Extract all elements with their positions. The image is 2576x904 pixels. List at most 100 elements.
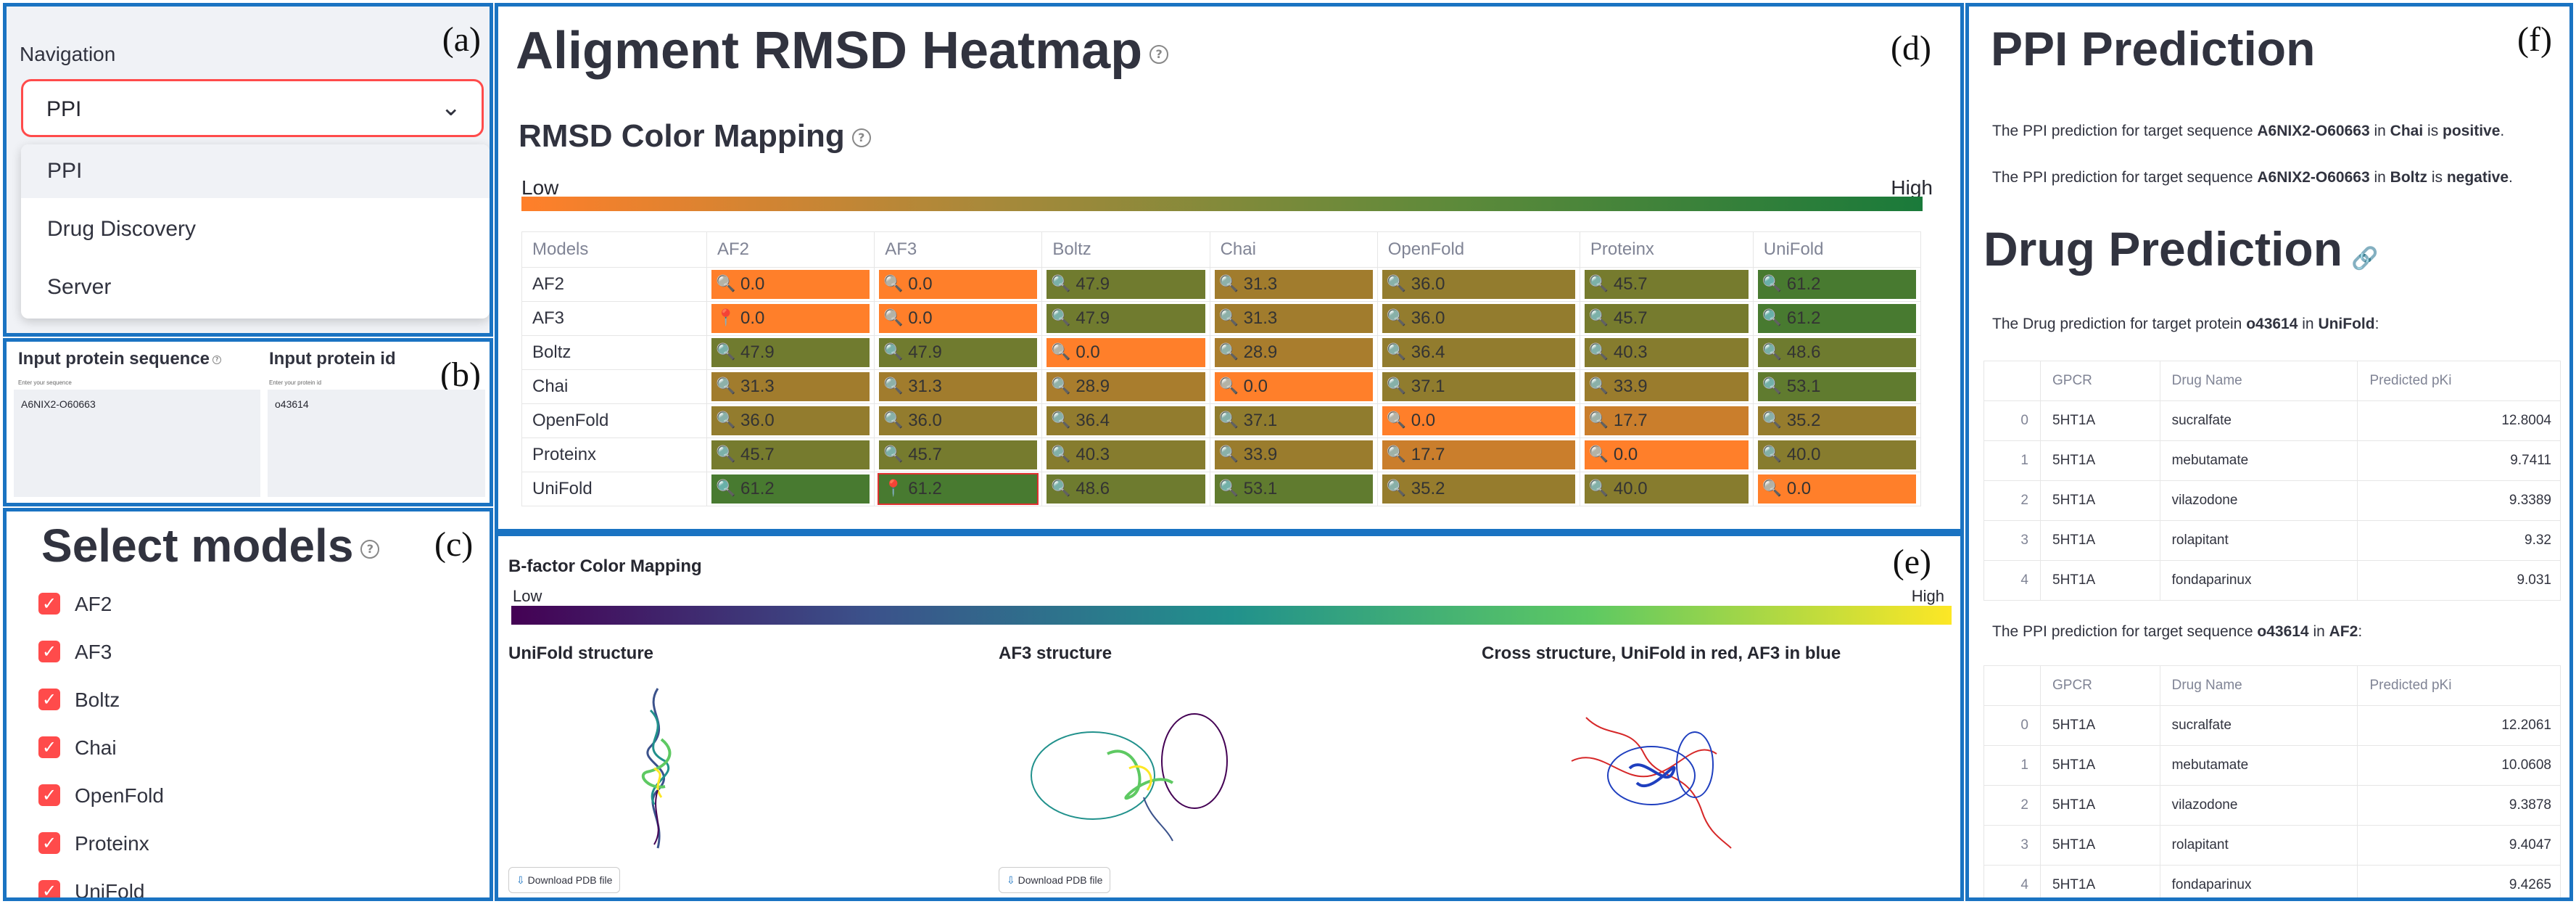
magnifier-icon[interactable]: 🔍: [1762, 411, 1783, 430]
rmsd-cell[interactable]: 🔍 48.6: [1752, 335, 1922, 370]
navigation-select[interactable]: PPI ⌄: [21, 79, 484, 137]
magnifier-icon[interactable]: 🔍: [1762, 309, 1783, 327]
rmsd-cell[interactable]: 🔍 53.1: [1752, 369, 1922, 404]
rmsd-cell[interactable]: 🔍 45.7: [1579, 267, 1754, 302]
magnifier-icon[interactable]: 🔍: [883, 377, 904, 395]
rmsd-cell[interactable]: 🔍 37.1: [1209, 403, 1378, 438]
rmsd-cell[interactable]: 🔍 17.7: [1579, 403, 1754, 438]
pin-icon[interactable]: 📍: [883, 480, 904, 498]
rmsd-cell[interactable]: 🔍 36.0: [874, 403, 1043, 438]
magnifier-icon[interactable]: 🔍: [1051, 480, 1071, 498]
magnifier-icon[interactable]: 🔍: [1218, 343, 1239, 361]
magnifier-icon[interactable]: 🔍: [1762, 377, 1783, 395]
rmsd-column-header[interactable]: Chai: [1209, 231, 1378, 268]
sequence-input[interactable]: A6NIX2-O60663: [14, 390, 260, 497]
rmsd-cell[interactable]: 📍 0.0: [706, 301, 875, 336]
magnifier-icon[interactable]: 🔍: [1386, 343, 1407, 361]
magnifier-icon[interactable]: 🔍: [1588, 343, 1609, 361]
rmsd-cell[interactable]: 🔍 31.3: [874, 369, 1043, 404]
magnifier-icon[interactable]: 🔍: [1762, 343, 1783, 361]
magnifier-icon[interactable]: 🔍: [1051, 343, 1071, 361]
magnifier-icon[interactable]: 🔍: [883, 275, 904, 293]
rmsd-column-header[interactable]: Proteinx: [1579, 231, 1754, 268]
unifold-structure-viewer[interactable]: [578, 681, 738, 855]
rmsd-cell[interactable]: 🔍 28.9: [1209, 335, 1378, 370]
magnifier-icon[interactable]: 🔍: [1386, 480, 1407, 498]
rmsd-cell[interactable]: 🔍 47.9: [1041, 267, 1210, 302]
rmsd-cell[interactable]: 🔍 40.3: [1579, 335, 1754, 370]
magnifier-icon[interactable]: 🔍: [1588, 445, 1609, 464]
magnifier-icon[interactable]: 🔍: [1386, 309, 1407, 327]
magnifier-icon[interactable]: 🔍: [1386, 445, 1407, 464]
rmsd-cell[interactable]: 🔍 0.0: [1041, 335, 1210, 370]
rmsd-cell[interactable]: 🔍 33.9: [1209, 437, 1378, 472]
rmsd-cell[interactable]: 🔍 31.3: [1209, 301, 1378, 336]
rmsd-cell[interactable]: 🔍 36.0: [706, 403, 875, 438]
rmsd-cell[interactable]: 🔍 40.0: [1752, 437, 1922, 472]
magnifier-icon[interactable]: 🔍: [1386, 411, 1407, 430]
magnifier-icon[interactable]: 🔍: [1762, 445, 1783, 464]
drug-column-header[interactable]: [1983, 361, 2041, 401]
menu-item-server[interactable]: Server: [47, 275, 112, 299]
rmsd-column-header[interactable]: Models: [521, 231, 707, 268]
magnifier-icon[interactable]: 🔍: [1588, 275, 1609, 293]
rmsd-cell[interactable]: 🔍 35.2: [1752, 403, 1922, 438]
magnifier-icon[interactable]: 🔍: [1588, 377, 1609, 395]
rmsd-cell[interactable]: 🔍 0.0: [1209, 369, 1378, 404]
magnifier-icon[interactable]: 🔍: [716, 377, 736, 395]
download-pdb-button-af3[interactable]: ⇩ Download PDB file: [999, 867, 1111, 893]
rmsd-cell[interactable]: 📍 61.2: [874, 472, 1043, 506]
rmsd-cell[interactable]: 🔍 61.2: [706, 472, 875, 506]
magnifier-icon[interactable]: 🔍: [1218, 377, 1239, 395]
rmsd-cell[interactable]: 🔍 47.9: [1041, 301, 1210, 336]
menu-item-ppi[interactable]: PPI: [47, 159, 83, 183]
magnifier-icon[interactable]: 🔍: [883, 445, 904, 464]
rmsd-cell[interactable]: 🔍 48.6: [1041, 472, 1210, 506]
rmsd-cell[interactable]: 🔍 36.0: [1376, 267, 1580, 302]
magnifier-icon[interactable]: 🔍: [883, 343, 904, 361]
drug-column-header[interactable]: Predicted pKi: [2357, 361, 2561, 401]
rmsd-cell[interactable]: 🔍 45.7: [1579, 301, 1754, 336]
rmsd-cell[interactable]: 🔍 40.3: [1041, 437, 1210, 472]
rmsd-cell[interactable]: 🔍 31.3: [1209, 267, 1378, 302]
magnifier-icon[interactable]: 🔍: [883, 411, 904, 430]
magnifier-icon[interactable]: 🔍: [1218, 445, 1239, 464]
cross-structure-viewer[interactable]: [1543, 696, 1760, 855]
rmsd-cell[interactable]: 🔍 53.1: [1209, 472, 1378, 506]
rmsd-cell[interactable]: 🔍 47.9: [874, 335, 1043, 370]
drug-column-header[interactable]: Predicted pKi: [2357, 665, 2561, 706]
rmsd-column-header[interactable]: AF3: [874, 231, 1043, 268]
magnifier-icon[interactable]: 🔍: [1762, 480, 1783, 498]
rmsd-cell[interactable]: 🔍 0.0: [1376, 403, 1580, 438]
rmsd-column-header[interactable]: OpenFold: [1376, 231, 1580, 268]
rmsd-cell[interactable]: 🔍 37.1: [1376, 369, 1580, 404]
magnifier-icon[interactable]: 🔍: [716, 411, 736, 430]
magnifier-icon[interactable]: 🔍: [1762, 275, 1783, 293]
drug-column-header[interactable]: Drug Name: [2159, 665, 2358, 706]
magnifier-icon[interactable]: 🔍: [1218, 411, 1239, 430]
rmsd-cell[interactable]: 🔍 40.0: [1579, 472, 1754, 506]
magnifier-icon[interactable]: 🔍: [1051, 411, 1071, 430]
rmsd-cell[interactable]: 🔍 47.9: [706, 335, 875, 370]
rmsd-column-header[interactable]: AF2: [706, 231, 875, 268]
rmsd-column-header[interactable]: UniFold: [1752, 231, 1922, 268]
magnifier-icon[interactable]: 🔍: [1218, 480, 1239, 498]
drug-column-header[interactable]: GPCR: [2040, 665, 2160, 706]
af3-structure-viewer[interactable]: [1006, 703, 1267, 848]
rmsd-cell[interactable]: 🔍 17.7: [1376, 437, 1580, 472]
magnifier-icon[interactable]: 🔍: [716, 275, 736, 293]
download-pdb-button-unifold[interactable]: ⇩ Download PDB file: [508, 867, 621, 893]
protein-id-input[interactable]: o43614: [268, 390, 485, 497]
rmsd-cell[interactable]: 🔍 36.4: [1376, 335, 1580, 370]
drug-column-header[interactable]: Drug Name: [2159, 361, 2358, 401]
rmsd-cell[interactable]: 🔍 0.0: [874, 301, 1043, 336]
magnifier-icon[interactable]: 🔍: [1051, 275, 1071, 293]
drug-column-header[interactable]: [1983, 665, 2041, 706]
drug-column-header[interactable]: GPCR: [2040, 361, 2160, 401]
rmsd-cell[interactable]: 🔍 28.9: [1041, 369, 1210, 404]
rmsd-cell[interactable]: 🔍 35.2: [1376, 472, 1580, 506]
rmsd-cell[interactable]: 🔍 36.4: [1041, 403, 1210, 438]
rmsd-cell[interactable]: 🔍 61.2: [1752, 301, 1922, 336]
magnifier-icon[interactable]: 🔍: [1218, 309, 1239, 327]
rmsd-cell[interactable]: 🔍 61.2: [1752, 267, 1922, 302]
